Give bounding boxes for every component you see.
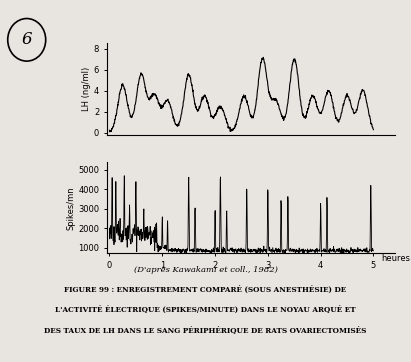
Text: (D'après Kawakami et coll., 1982): (D'après Kawakami et coll., 1982) [134, 266, 277, 274]
Text: L'ACTIVITÉ ÉLECTRIQUE (SPIKES/MINUTE) DANS LE NOYAU ARQUÉ ET: L'ACTIVITÉ ÉLECTRIQUE (SPIKES/MINUTE) DA… [55, 306, 356, 314]
Text: DES TAUX DE LH DANS LE SANG PÉRIPHÉRIQUE DE RATS OVARIECTOMISÉS: DES TAUX DE LH DANS LE SANG PÉRIPHÉRIQUE… [44, 326, 367, 334]
Y-axis label: Spikes/mn: Spikes/mn [66, 186, 75, 230]
Text: 6: 6 [21, 31, 32, 48]
Text: heures: heures [381, 254, 410, 263]
Text: FIGURE 99 : ENREGISTREMENT COMPARÉ (SOUS ANESTHÉSIE) DE: FIGURE 99 : ENREGISTREMENT COMPARÉ (SOUS… [65, 286, 346, 294]
Y-axis label: LH (ng/ml): LH (ng/ml) [82, 67, 91, 111]
